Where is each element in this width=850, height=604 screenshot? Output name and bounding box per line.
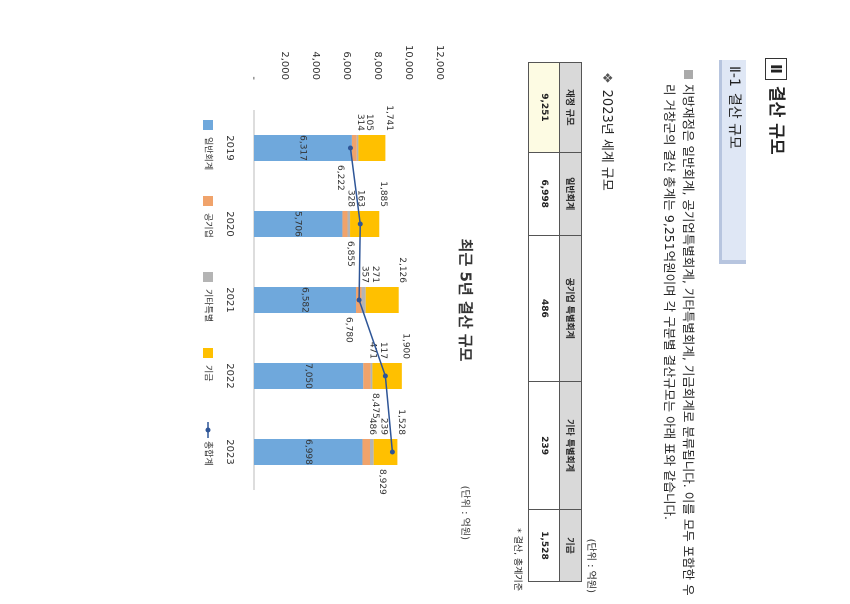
cell: 6,998 — [528, 152, 560, 236]
value-label: 8,475 — [370, 393, 380, 419]
header-row: 재정 규모 일반회계 공기업 특별회계 기타 특별회계 기금 — [559, 62, 582, 582]
bar-segment — [356, 135, 359, 161]
x-tick-label: 2020 — [224, 211, 235, 236]
line-marker — [356, 297, 362, 303]
bar-segment — [254, 135, 352, 161]
value-label: 6,780 — [344, 317, 354, 343]
value-label: 1,528 — [396, 409, 406, 435]
chart-title: 최근 5년 결산 규모 — [457, 239, 475, 362]
y-tick-label: - — [248, 76, 259, 80]
bar-segment — [370, 363, 373, 389]
bar-segment — [350, 211, 380, 237]
section-box: Ⅱ-1 결산 규모 — [719, 60, 746, 264]
cell: 486 — [528, 235, 560, 382]
bar-segment — [254, 363, 364, 389]
bar-segment — [347, 211, 351, 237]
value-label: 105 — [364, 114, 374, 131]
bar-segment — [362, 439, 371, 465]
header-cell: 기타 특별회계 — [559, 381, 582, 510]
bar-segment — [358, 135, 386, 161]
y-tick-label: 4,000 — [310, 51, 321, 80]
bar-segment — [342, 211, 348, 237]
legend-swatch — [203, 120, 213, 130]
legend-label: 공기업 — [203, 213, 214, 238]
legend-swatch — [203, 348, 213, 358]
value-label: 328 — [345, 190, 355, 207]
value-label: 486 — [367, 418, 377, 435]
chapter-number: Ⅱ — [765, 58, 787, 80]
x-tick-label: 2022 — [224, 363, 235, 388]
y-tick-label: 6,000 — [341, 51, 352, 80]
legend-label: 기금 — [203, 365, 214, 382]
value-label: 5,706 — [293, 211, 303, 237]
value-label: 1,900 — [400, 333, 410, 359]
value-label: 6,317 — [297, 135, 307, 161]
cell: 1,528 — [528, 509, 560, 582]
data-row: 9,251 6,998 486 239 1,528 — [528, 62, 560, 582]
chapter-title: 결산 규모 — [766, 86, 786, 155]
value-label: 471 — [367, 342, 377, 359]
line-marker — [357, 221, 363, 227]
header-cell: 기금 — [559, 509, 582, 582]
section-number: Ⅱ-1 — [726, 66, 742, 87]
value-label: 8,929 — [377, 469, 387, 495]
line-marker — [347, 145, 353, 151]
value-label: 2,126 — [397, 257, 407, 283]
paragraph: 지방재정은 일반회계, 공기업특별회계, 기타특별회계, 기금회계로 분류됩니다… — [660, 70, 698, 604]
paragraph-text: 지방재정은 일반회계, 공기업특별회계, 기타특별회계, 기금회계로 분류됩니다… — [662, 84, 696, 596]
value-label: 6,222 — [335, 165, 345, 191]
subheading: 2023년 세계 규모 — [599, 72, 618, 191]
line-marker — [382, 373, 388, 379]
value-label: 6,855 — [345, 241, 355, 267]
bar-segment — [365, 287, 399, 313]
line-marker — [389, 449, 395, 455]
value-label: 163 — [355, 190, 365, 207]
y-tick-label: 12,000 — [434, 45, 445, 80]
bar-segment — [363, 363, 371, 389]
table-note: * 결산, 총계기준 — [512, 528, 522, 591]
cell: 9,251 — [528, 62, 560, 153]
header-cell: 일반회계 — [559, 152, 582, 236]
bar-segment — [254, 287, 357, 313]
value-label: 357 — [359, 266, 369, 283]
value-label: 1,885 — [378, 181, 388, 207]
value-label: 271 — [370, 266, 380, 283]
legend-swatch — [203, 196, 213, 206]
bar-segment — [253, 211, 343, 237]
bar-segment — [351, 135, 357, 161]
legend-label: 일반회계 — [203, 137, 215, 170]
bar-segment — [370, 439, 374, 465]
value-label: 314 — [355, 114, 365, 131]
table-unit: (단위 : 억원) — [585, 538, 596, 593]
y-tick-label: 2,000 — [279, 51, 290, 80]
value-label: 6,998 — [303, 439, 313, 465]
header-cell: 재정 규모 — [559, 62, 582, 153]
table: 재정 규모 일반회계 공기업 특별회계 기타 특별회계 기금 9,251 6,9… — [528, 62, 582, 582]
legend-label: 총합계 — [203, 441, 215, 466]
y-tick-label: 8,000 — [372, 51, 383, 80]
subheading-text: 2023년 세계 규모 — [599, 89, 614, 191]
value-label: 117 — [378, 342, 388, 359]
x-tick-label: 2023 — [224, 439, 235, 464]
value-label: 239 — [378, 418, 388, 435]
y-tick-label: 10,000 — [403, 45, 414, 80]
x-tick-label: 2021 — [224, 287, 235, 312]
cell: 239 — [528, 381, 560, 510]
value-label: 7,050 — [303, 363, 313, 389]
legend-swatch — [205, 427, 211, 433]
legend-label: 기타특별 — [203, 289, 214, 322]
bar-segment — [254, 439, 363, 465]
value-label: 1,741 — [384, 105, 394, 131]
chart-unit: (단위 : 억원) — [459, 486, 472, 540]
legend-swatch — [203, 272, 213, 282]
header-cell: 공기업 특별회계 — [559, 235, 582, 382]
section-title: 결산 규모 — [726, 92, 742, 149]
x-tick-label: 2019 — [224, 135, 235, 160]
chart: 최근 5년 결산 규모 (단위 : 억원) - 2,000 4,000 6,000 8,… — [203, 45, 475, 540]
bar-segment — [361, 287, 366, 313]
value-label: 6,582 — [300, 287, 310, 313]
